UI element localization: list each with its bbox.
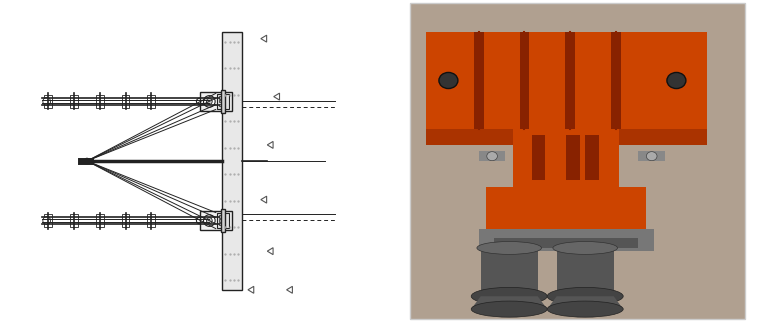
Ellipse shape [547, 287, 623, 305]
Polygon shape [261, 35, 267, 42]
Bar [585, 135, 599, 180]
Bar [410, 3, 745, 319]
Circle shape [207, 99, 212, 104]
Bar [494, 238, 638, 248]
Ellipse shape [471, 301, 547, 317]
Ellipse shape [547, 301, 623, 317]
Bar [219, 215, 222, 218]
Circle shape [43, 217, 51, 224]
Bar [474, 32, 483, 129]
Polygon shape [248, 286, 254, 293]
Bar [200, 92, 232, 111]
Bar [217, 94, 229, 109]
Bar [638, 151, 665, 161]
Bar [44, 214, 52, 227]
Bar [556, 248, 614, 296]
Bar [222, 32, 242, 290]
Circle shape [196, 98, 203, 105]
Circle shape [646, 152, 657, 161]
Bar [532, 135, 545, 180]
Bar [44, 95, 52, 108]
Bar [479, 229, 654, 251]
Bar [219, 223, 222, 225]
Circle shape [204, 96, 215, 107]
Bar [513, 129, 619, 187]
Polygon shape [268, 141, 273, 148]
Bar [217, 213, 229, 228]
Bar [480, 248, 538, 296]
Bar [426, 32, 707, 129]
Circle shape [487, 152, 498, 161]
Bar [220, 90, 226, 113]
Bar [219, 96, 222, 99]
Bar [96, 95, 103, 108]
Circle shape [196, 217, 203, 224]
Bar [219, 104, 222, 106]
Bar [122, 95, 129, 108]
Ellipse shape [471, 287, 547, 305]
Polygon shape [261, 196, 267, 203]
Bar [566, 135, 579, 180]
Bar [70, 95, 78, 108]
Bar [565, 32, 575, 129]
Bar [147, 214, 155, 227]
Bar [70, 214, 78, 227]
Ellipse shape [477, 242, 541, 254]
Bar [219, 100, 222, 102]
Polygon shape [426, 129, 707, 145]
Bar [479, 151, 505, 161]
Ellipse shape [553, 242, 617, 254]
Circle shape [43, 98, 51, 105]
Polygon shape [486, 229, 646, 242]
Polygon shape [268, 248, 273, 255]
Circle shape [204, 215, 215, 226]
Bar [96, 214, 103, 227]
Circle shape [207, 218, 212, 223]
Bar [219, 219, 222, 222]
Polygon shape [274, 93, 280, 100]
Polygon shape [547, 296, 623, 309]
Bar [220, 209, 226, 232]
Circle shape [439, 72, 458, 89]
Polygon shape [287, 286, 293, 293]
Bar [520, 32, 529, 129]
Bar [147, 95, 155, 108]
Bar [611, 32, 620, 129]
Circle shape [84, 158, 90, 164]
Bar [200, 211, 232, 230]
Bar [486, 187, 646, 229]
Polygon shape [471, 296, 547, 309]
Circle shape [667, 72, 686, 89]
Bar [122, 214, 129, 227]
